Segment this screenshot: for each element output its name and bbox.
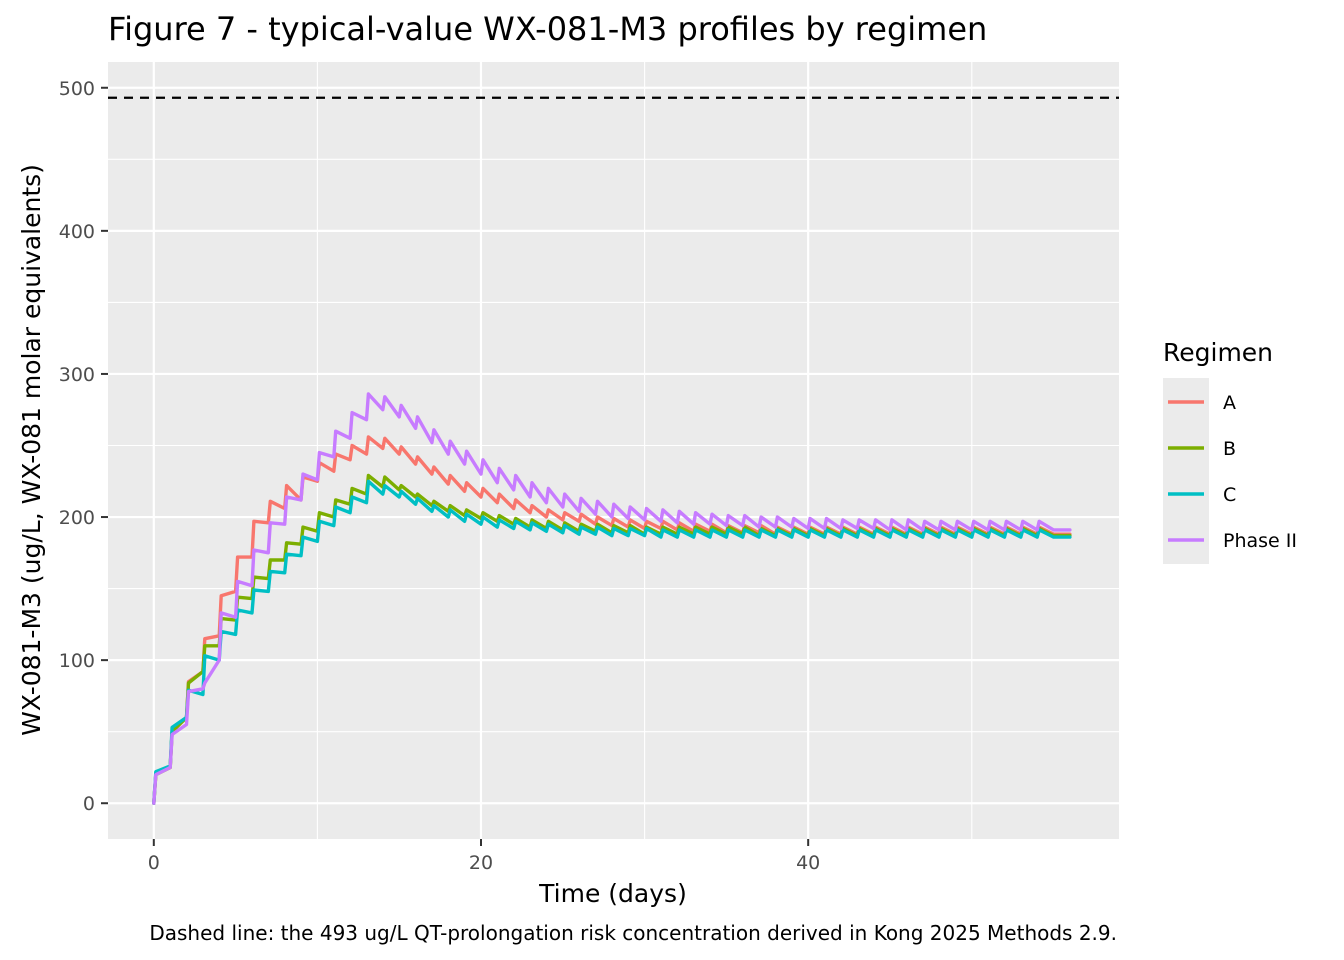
series-line-phase-ii — [152, 392, 1072, 805]
y-tick-label: 0 — [83, 793, 95, 815]
y-axis-title: WX-081-M3 (ug/L, WX-081 molar equivalent… — [17, 164, 46, 736]
x-tick-label: 0 — [148, 852, 160, 874]
legend-key-background — [1163, 378, 1209, 564]
plot-panel — [108, 62, 1119, 839]
y-tick-label: 200 — [59, 507, 95, 529]
x-axis-title: Time (days) — [538, 879, 687, 908]
x-tick-label: 40 — [796, 852, 820, 874]
y-tick-label: 100 — [59, 650, 95, 672]
series-line-c — [152, 479, 1072, 805]
legend-label: C — [1223, 484, 1236, 506]
legend-label: B — [1223, 438, 1236, 460]
legend-title: Regimen — [1163, 338, 1273, 367]
chart-title: Figure 7 - typical-value WX-081-M3 profi… — [108, 10, 987, 48]
legend-label: Phase II — [1223, 530, 1297, 552]
caption: Dashed line: the 493 ug/L QT-prolongatio… — [149, 921, 1117, 945]
legend-label: A — [1223, 392, 1236, 414]
y-tick-label: 300 — [59, 364, 95, 386]
x-tick-label: 20 — [469, 852, 493, 874]
y-tick-label: 500 — [59, 78, 95, 100]
y-tick-label: 400 — [59, 221, 95, 243]
legend: Regimen A B C Phase II — [1163, 338, 1297, 564]
series-lines — [152, 392, 1072, 805]
